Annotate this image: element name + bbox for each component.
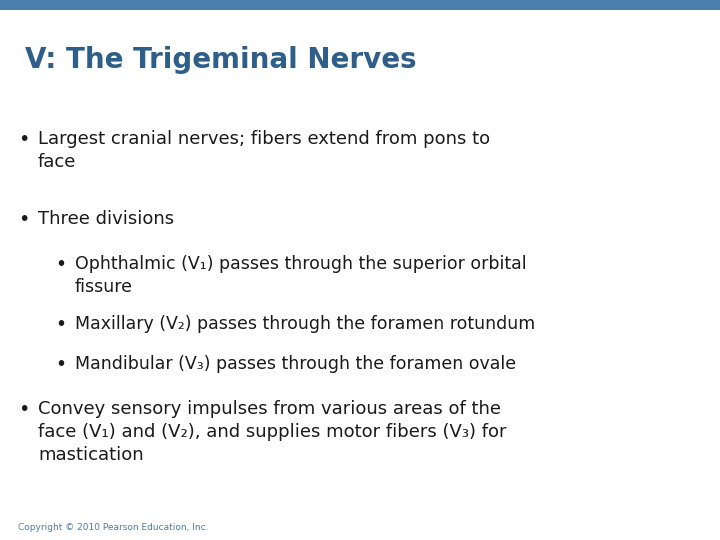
Text: Maxillary (V₂) passes through the foramen rotundum: Maxillary (V₂) passes through the forame… [75,315,535,333]
Text: •: • [55,355,66,374]
Text: Three divisions: Three divisions [38,210,174,228]
Text: •: • [55,315,66,334]
Text: •: • [18,210,30,229]
Text: Copyright © 2010 Pearson Education, Inc.: Copyright © 2010 Pearson Education, Inc. [18,523,209,532]
Text: V: The Trigeminal Nerves: V: The Trigeminal Nerves [25,46,417,74]
Text: •: • [55,255,66,274]
Bar [0,0,720,10]
Text: Ophthalmic (V₁) passes through the superior orbital
fissure: Ophthalmic (V₁) passes through the super… [75,255,526,296]
Text: Convey sensory impulses from various areas of the
face (V₁) and (V₂), and suppli: Convey sensory impulses from various are… [38,400,506,464]
Text: Largest cranial nerves; fibers extend from pons to
face: Largest cranial nerves; fibers extend fr… [38,130,490,171]
Text: •: • [18,130,30,149]
Text: Mandibular (V₃) passes through the foramen ovale: Mandibular (V₃) passes through the foram… [75,355,516,373]
Text: •: • [18,400,30,419]
